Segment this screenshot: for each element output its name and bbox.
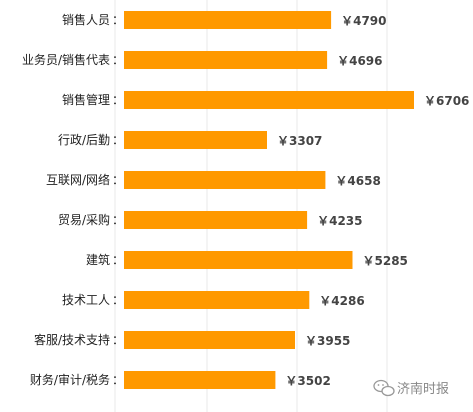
watermark-text: 济南时报 (397, 381, 449, 397)
category-separator: ： (112, 173, 124, 187)
value-label: ￥3955 (305, 334, 350, 348)
value-label: ￥4235 (317, 214, 362, 228)
category-label: 财务/审计/税务 (30, 372, 110, 387)
category-label: 互联网/网络 (46, 172, 110, 187)
category-label: 销售人员 (62, 12, 110, 27)
value-label: ￥4286 (319, 294, 364, 308)
category-separator: ： (112, 253, 124, 267)
bar-row: 行政/后勤： ￥3307 (58, 131, 322, 149)
category-label: 业务员/销售代表 (22, 52, 110, 67)
bar (124, 51, 328, 69)
value-label: ￥3307 (277, 134, 322, 148)
category-separator: ： (112, 93, 124, 107)
bar-row: 业务员/销售代表： ￥4696 (22, 51, 383, 69)
bar (124, 371, 276, 389)
bar-row: 技术工人： ￥4286 (62, 291, 365, 309)
category-separator: ： (112, 13, 124, 27)
bar (124, 251, 353, 269)
category-label: 建筑 (86, 252, 110, 267)
bar-row: 建筑： ￥5285 (86, 251, 408, 269)
bar-row: 销售管理： ￥6706 (62, 91, 469, 109)
value-label: ￥4658 (335, 174, 380, 188)
category-label: 行政/后勤 (58, 133, 110, 147)
value-label: ￥4790 (341, 14, 386, 28)
value-label: ￥6706 (424, 94, 469, 108)
category-separator: ： (112, 333, 124, 347)
watermark: 济南时报 (373, 379, 449, 397)
bar (124, 91, 414, 109)
category-separator: ： (112, 293, 124, 307)
bar-row: 贸易/采购： ￥4235 (58, 211, 363, 229)
category-separator: ： (112, 133, 124, 147)
value-label: ￥3502 (285, 374, 330, 388)
category-separator: ： (112, 53, 124, 67)
value-label: ￥4696 (337, 54, 382, 68)
category-separator: ： (112, 373, 124, 387)
value-label: ￥5285 (363, 254, 408, 268)
bar-row: 互联网/网络： ￥4658 (46, 171, 381, 189)
bar-row: 销售人员： ￥4790 (62, 11, 387, 29)
bar (124, 171, 326, 189)
category-label: 客服/技术支持 (34, 332, 110, 347)
wechat-icon (373, 379, 395, 397)
bar (124, 211, 308, 229)
bar-row: 财务/审计/税务： ￥3502 (30, 371, 331, 389)
bar (124, 291, 310, 309)
category-label: 贸易/采购 (58, 212, 110, 227)
bar (124, 331, 295, 349)
category-separator: ： (112, 213, 124, 227)
bar (124, 11, 332, 29)
category-label: 销售管理 (62, 92, 110, 107)
bar (124, 131, 267, 149)
category-label: 技术工人 (62, 293, 110, 307)
bar-row: 客服/技术支持： ￥3955 (34, 331, 350, 349)
